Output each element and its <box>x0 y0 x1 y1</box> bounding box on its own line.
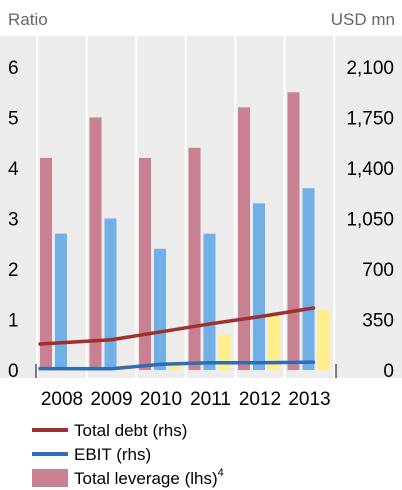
gridlines <box>36 36 336 378</box>
bar-series-5-2012 <box>268 314 280 370</box>
bar-total-leverage-2010 <box>139 157 151 370</box>
category-label-2009: 2009 <box>90 389 132 410</box>
bar-series-5-2010 <box>169 364 181 370</box>
category-label-2011: 2011 <box>190 389 231 410</box>
bar-total-leverage-2012 <box>238 107 250 371</box>
right-tick-label: 0 <box>383 361 394 382</box>
left-axis-unit: Ratio <box>8 10 48 29</box>
left-tick-label: 3 <box>8 210 19 231</box>
series-lines <box>38 306 316 371</box>
axis-marks <box>35 364 337 378</box>
right-tick-label: 700 <box>362 260 394 281</box>
line-ebit <box>38 360 316 371</box>
bar-series-4-2012 <box>253 203 265 370</box>
bar-total-leverage-2011 <box>188 147 201 370</box>
bar-series-4-2010 <box>154 248 166 370</box>
line-total-debt <box>38 306 316 346</box>
right-axis-unit: USD mn <box>331 10 395 29</box>
bar-series-5-2013 <box>317 309 330 370</box>
left-tick-label: 2 <box>8 260 19 281</box>
bar-series-4-2011 <box>203 233 216 370</box>
right-tick-label: 2,100 <box>346 58 394 79</box>
right-tick-label: 1,750 <box>346 109 394 130</box>
bar-series-4-2008 <box>55 233 67 370</box>
legend-label: Total leverage (lhs)4 <box>74 467 224 488</box>
left-axis-ticks: 0 1 2 3 4 5 6 <box>8 58 19 382</box>
category-label-2013: 2013 <box>288 389 330 410</box>
left-tick-label: 1 <box>8 311 19 332</box>
bars <box>40 92 330 371</box>
legend-footnote-marker: 4 <box>218 467 224 479</box>
left-tick-label: 6 <box>8 58 19 79</box>
left-tick-label: 4 <box>8 159 19 180</box>
bar-total-leverage-2008 <box>40 157 52 370</box>
right-tick-label: 1,400 <box>346 159 394 180</box>
category-label-2010: 2010 <box>140 389 182 410</box>
right-tick-label: 1,050 <box>346 210 394 231</box>
category-label-2008: 2008 <box>41 389 83 410</box>
bar-total-leverage-2009 <box>89 117 102 370</box>
left-tick-label: 0 <box>8 361 19 382</box>
bar-total-leverage-2013 <box>287 92 300 370</box>
right-tick-label: 350 <box>362 311 394 332</box>
bar-series-4-2009 <box>104 218 117 370</box>
legend-label: EBIT (rhs) <box>74 445 151 464</box>
legend-swatch-bar <box>32 469 68 487</box>
legend-label: Total debt (rhs) <box>74 421 187 440</box>
bar-series-4-2013 <box>302 188 315 370</box>
right-axis-ticks: 0 350 700 1,050 1,400 1,750 2,100 <box>346 58 394 382</box>
legend: Total debt (rhs) EBIT (rhs) Total leverage… <box>32 421 224 488</box>
left-tick-label: 5 <box>8 109 19 130</box>
category-labels: 2008 2009 2010 2011 2012 2013 <box>41 389 331 410</box>
category-label-2012: 2012 <box>239 389 281 410</box>
bar-series-5-2011 <box>218 334 231 370</box>
